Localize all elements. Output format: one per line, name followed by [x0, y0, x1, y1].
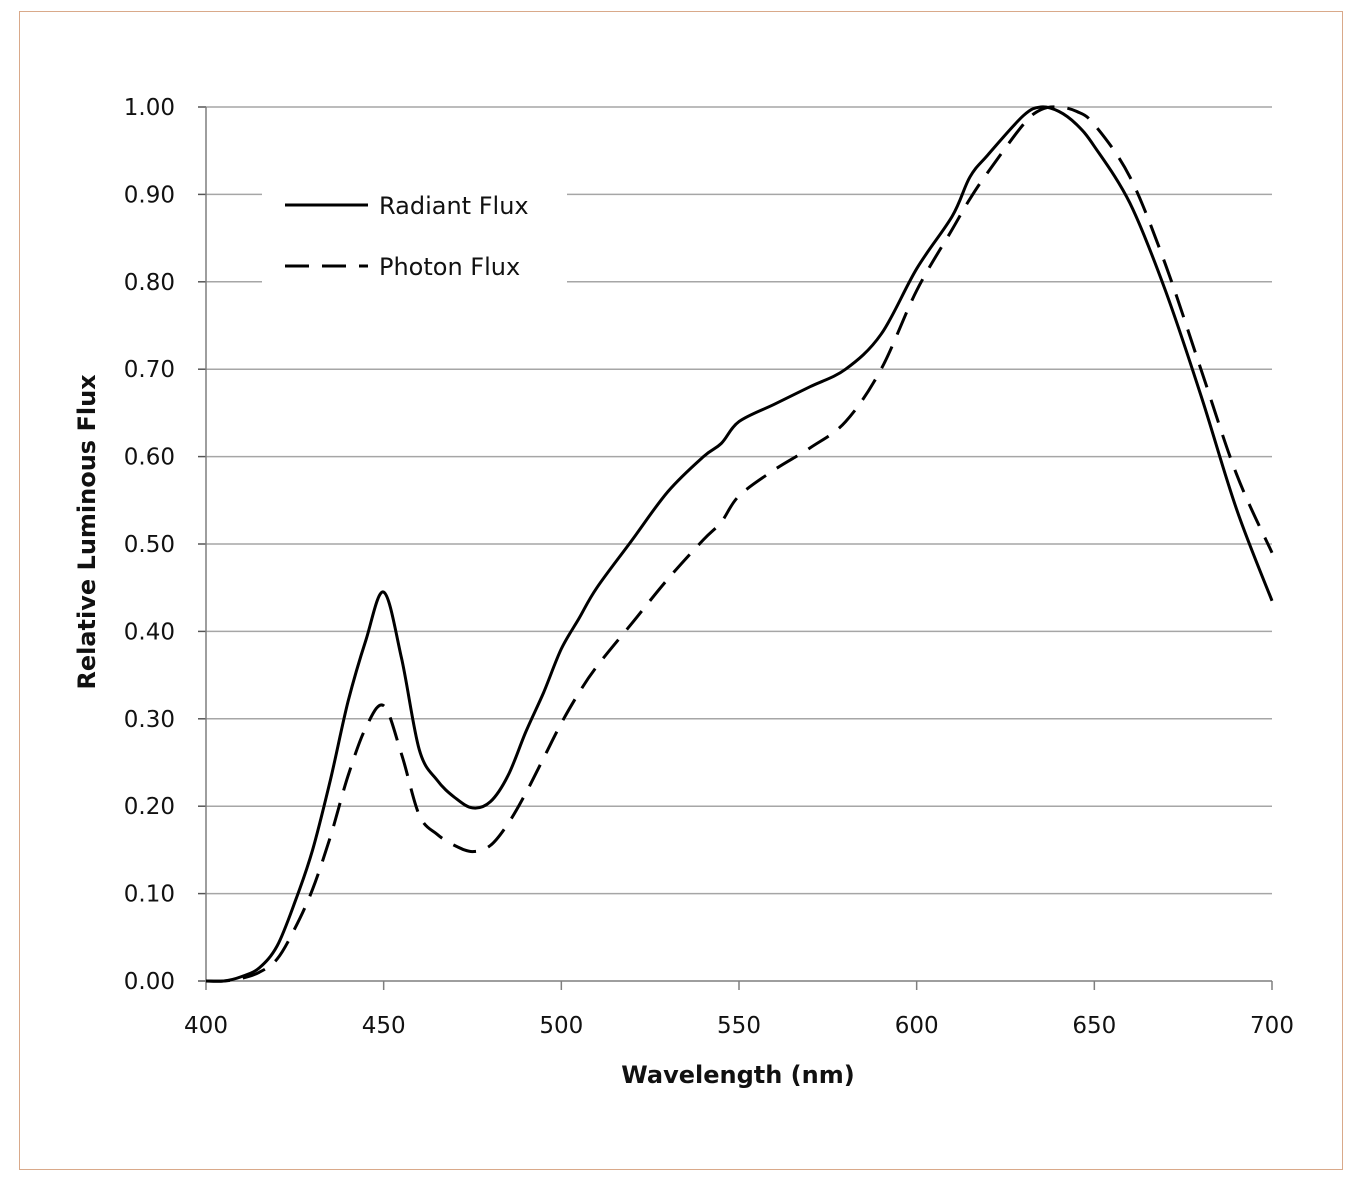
y-tick-label-0: 0.00	[124, 969, 175, 995]
y-tick-label-4: 0.40	[124, 619, 175, 645]
legend: Radiant Flux Photon Flux	[262, 172, 567, 302]
y-tick-labels: 0.00 0.10 0.20 0.30 0.40 0.50 0.60 0.70 0.80 0.90…	[124, 95, 175, 995]
x-tick-label-5: 650	[1072, 1013, 1116, 1039]
y-tick-label-10: 1.00	[124, 95, 175, 121]
axes	[198, 106, 1273, 990]
x-tick-label-1: 450	[362, 1013, 406, 1039]
x-tick-label-4: 600	[895, 1013, 939, 1039]
x-tick-label-3: 550	[717, 1013, 761, 1039]
x-axis-title: Wavelength (nm)	[621, 1061, 854, 1089]
y-tick-label-3: 0.30	[124, 707, 175, 733]
series-line-radiant-flux	[205, 105, 1274, 983]
y-tick-label-6: 0.60	[124, 445, 175, 471]
y-tick-label-2: 0.20	[124, 794, 175, 820]
x-tick-label-2: 500	[539, 1013, 583, 1039]
y-axis-title: Relative Luminous Flux	[73, 374, 101, 690]
y-tick-label-8: 0.80	[124, 270, 175, 296]
x-tick-labels: 400 450 500 550 600 650 700	[184, 1013, 1294, 1039]
y-tick-label-9: 0.90	[124, 182, 175, 208]
y-tick-label-7: 0.70	[124, 357, 175, 383]
series-line-photon-flux	[205, 105, 1274, 983]
legend-label-radiant-flux: Radiant Flux	[379, 192, 529, 220]
x-tick-label-0: 400	[184, 1013, 228, 1039]
legend-background	[262, 172, 567, 302]
series-lines	[205, 105, 1274, 983]
y-tick-label-5: 0.50	[124, 532, 175, 558]
legend-label-photon-flux: Photon Flux	[379, 253, 520, 281]
x-tick-label-6: 700	[1250, 1013, 1294, 1039]
y-tick-label-1: 0.10	[124, 882, 175, 908]
